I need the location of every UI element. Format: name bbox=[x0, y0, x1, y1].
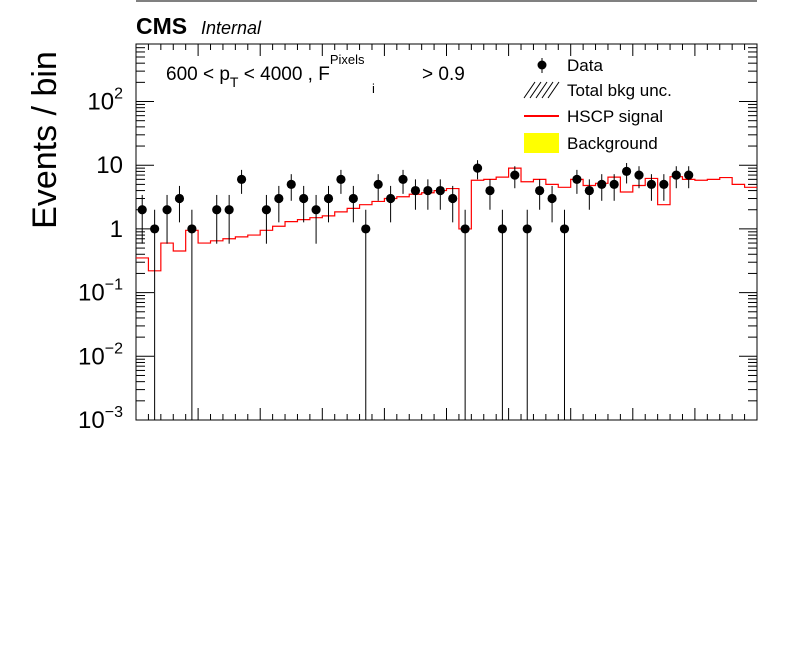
status-label: Internal bbox=[201, 18, 262, 38]
data-series bbox=[137, 160, 694, 420]
data-point bbox=[572, 174, 582, 184]
y-axis-title: Events / bin bbox=[26, 51, 64, 229]
data-point bbox=[597, 179, 607, 189]
data-point bbox=[659, 179, 669, 189]
data-point bbox=[311, 205, 321, 215]
data-point bbox=[348, 193, 358, 204]
data-point bbox=[559, 224, 570, 234]
legend-unc-hatch bbox=[523, 81, 560, 99]
data-point bbox=[497, 224, 507, 234]
data-point bbox=[634, 170, 644, 180]
cut-label: 600 < pT < 4000 , FPixels bbox=[166, 52, 365, 90]
legend-label-unc: Total bkg unc. bbox=[567, 81, 672, 100]
data-point bbox=[398, 174, 408, 184]
data-point bbox=[646, 179, 657, 189]
y-axis-ticks bbox=[136, 43, 757, 421]
y-tick-label: 10 bbox=[96, 152, 123, 179]
legend-label-data: Data bbox=[567, 56, 603, 75]
data-point bbox=[336, 174, 346, 184]
data-point bbox=[386, 193, 396, 204]
x-axis-ticks bbox=[135, 44, 758, 420]
data-point bbox=[621, 166, 632, 176]
data-point bbox=[137, 205, 147, 215]
legend-label-background: Background bbox=[567, 134, 658, 153]
data-point bbox=[547, 193, 557, 204]
legend: Data Total bkg unc. HSCP signal Backgrou… bbox=[523, 56, 672, 153]
data-point bbox=[684, 170, 694, 180]
data-point bbox=[671, 170, 681, 180]
data-point bbox=[435, 185, 445, 196]
legend-label-signal: HSCP signal bbox=[567, 107, 663, 126]
data-point bbox=[174, 193, 185, 204]
data-point bbox=[187, 224, 197, 234]
y-tick-label: 10−3 bbox=[78, 404, 123, 434]
legend-background-swatch bbox=[524, 133, 559, 153]
data-point bbox=[410, 185, 421, 196]
data-point bbox=[522, 224, 532, 234]
data-point bbox=[224, 205, 234, 215]
data-point bbox=[261, 205, 272, 215]
y-tick-label: 10−2 bbox=[78, 340, 123, 370]
data-point bbox=[361, 224, 371, 234]
data-point bbox=[448, 193, 458, 204]
legend-data-marker bbox=[537, 58, 547, 73]
y-tick-label: 102 bbox=[87, 86, 123, 116]
data-point bbox=[299, 193, 309, 204]
data-point bbox=[286, 179, 296, 189]
data-point bbox=[472, 163, 483, 173]
data-point bbox=[584, 185, 594, 196]
data-point bbox=[510, 170, 520, 180]
data-point bbox=[236, 174, 247, 184]
data-point bbox=[323, 193, 334, 204]
data-point bbox=[150, 224, 160, 234]
cut-label-subscript: i bbox=[372, 81, 375, 96]
data-point bbox=[162, 205, 172, 215]
y-tick-label: 1 bbox=[110, 216, 123, 243]
data-point bbox=[274, 193, 284, 204]
data-point bbox=[373, 179, 383, 189]
experiment-label: CMS bbox=[136, 13, 187, 39]
data-point bbox=[212, 205, 222, 215]
data-point bbox=[460, 224, 470, 234]
y-tick-label: 10−1 bbox=[78, 277, 123, 307]
data-point bbox=[423, 185, 433, 196]
data-point bbox=[535, 185, 545, 196]
data-point bbox=[609, 179, 619, 189]
y-axis-tick-labels: 10−3 10−2 10−1 1 10 102 bbox=[78, 86, 123, 434]
cut-label-suffix: > 0.9 bbox=[422, 64, 465, 85]
data-point bbox=[485, 185, 495, 196]
